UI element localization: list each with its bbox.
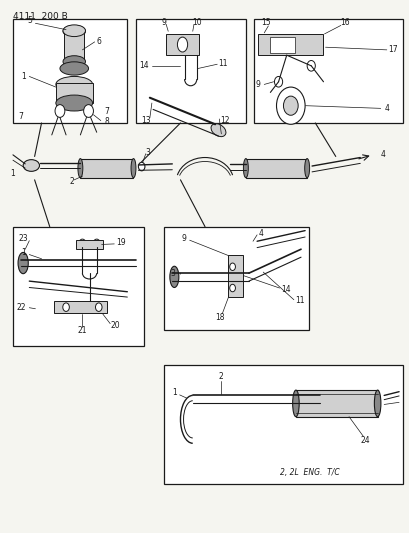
Text: 4: 4 [384,104,388,113]
Bar [270,37,294,53]
Text: 11: 11 [294,296,304,305]
Circle shape [138,163,144,171]
Ellipse shape [292,390,299,417]
Bar [245,159,306,177]
Text: 4: 4 [258,229,263,238]
Bar [64,31,84,62]
Ellipse shape [63,56,85,67]
Text: 6: 6 [96,37,101,46]
Bar [164,365,402,484]
Ellipse shape [56,95,92,111]
Text: 4111  200 B: 4111 200 B [13,12,67,21]
Text: 18: 18 [215,313,225,322]
Text: 5: 5 [27,16,31,25]
Ellipse shape [60,62,88,75]
Text: 10: 10 [191,18,201,27]
Ellipse shape [177,37,187,52]
Ellipse shape [373,390,380,417]
Bar [54,301,107,313]
Text: 12: 12 [220,116,229,125]
Text: 15: 15 [261,18,270,27]
Circle shape [229,263,235,270]
Circle shape [274,76,282,87]
Bar [295,390,377,417]
Text: 14: 14 [139,61,148,70]
Bar [258,34,323,55]
Circle shape [55,104,65,117]
Text: 1: 1 [11,169,15,178]
Text: 23: 23 [18,234,28,243]
Text: 3: 3 [145,148,150,157]
Bar [76,240,103,249]
Text: 1: 1 [171,388,176,397]
Ellipse shape [304,159,309,177]
Circle shape [283,96,297,115]
Circle shape [276,87,304,124]
Bar [56,83,92,103]
Circle shape [306,61,315,71]
Text: 9: 9 [255,80,260,89]
Ellipse shape [243,159,248,177]
Bar [13,227,144,346]
Bar [228,255,242,297]
Ellipse shape [18,253,28,273]
Bar [166,34,198,55]
Ellipse shape [78,159,83,177]
Text: 16: 16 [339,18,349,27]
Ellipse shape [23,160,39,171]
Text: 24: 24 [360,436,369,445]
Text: 21: 21 [77,326,87,335]
Circle shape [79,239,86,249]
Ellipse shape [211,124,225,136]
Text: 19: 19 [116,238,126,247]
Bar [254,19,402,123]
Text: 13: 13 [141,116,150,125]
Text: 2: 2 [70,177,74,186]
Text: 1: 1 [21,248,25,257]
Text: 4: 4 [380,150,384,159]
Text: 9: 9 [181,234,186,243]
Text: 9: 9 [161,18,166,27]
Bar [80,159,133,177]
Circle shape [229,284,235,292]
Circle shape [83,104,93,117]
Ellipse shape [63,25,85,37]
Text: 17: 17 [387,45,397,54]
Bar [13,19,127,123]
Ellipse shape [63,26,85,37]
Circle shape [63,303,69,311]
Text: 11: 11 [218,59,227,68]
Text: 7: 7 [19,112,23,121]
Bar [135,19,245,123]
Text: 1: 1 [21,72,25,81]
Text: 20: 20 [110,321,119,330]
Text: 2: 2 [218,373,223,381]
Ellipse shape [131,159,136,177]
Circle shape [95,303,102,311]
Text: 14: 14 [280,285,290,294]
Text: 3: 3 [171,269,175,278]
Circle shape [93,239,100,249]
Text: 22: 22 [16,303,26,312]
Text: 8: 8 [104,117,109,126]
Text: 2, 2L  ENG.  T/C: 2, 2L ENG. T/C [280,469,339,477]
Ellipse shape [169,266,178,287]
Bar [164,227,308,330]
Text: 7: 7 [104,107,109,116]
Ellipse shape [56,76,92,92]
